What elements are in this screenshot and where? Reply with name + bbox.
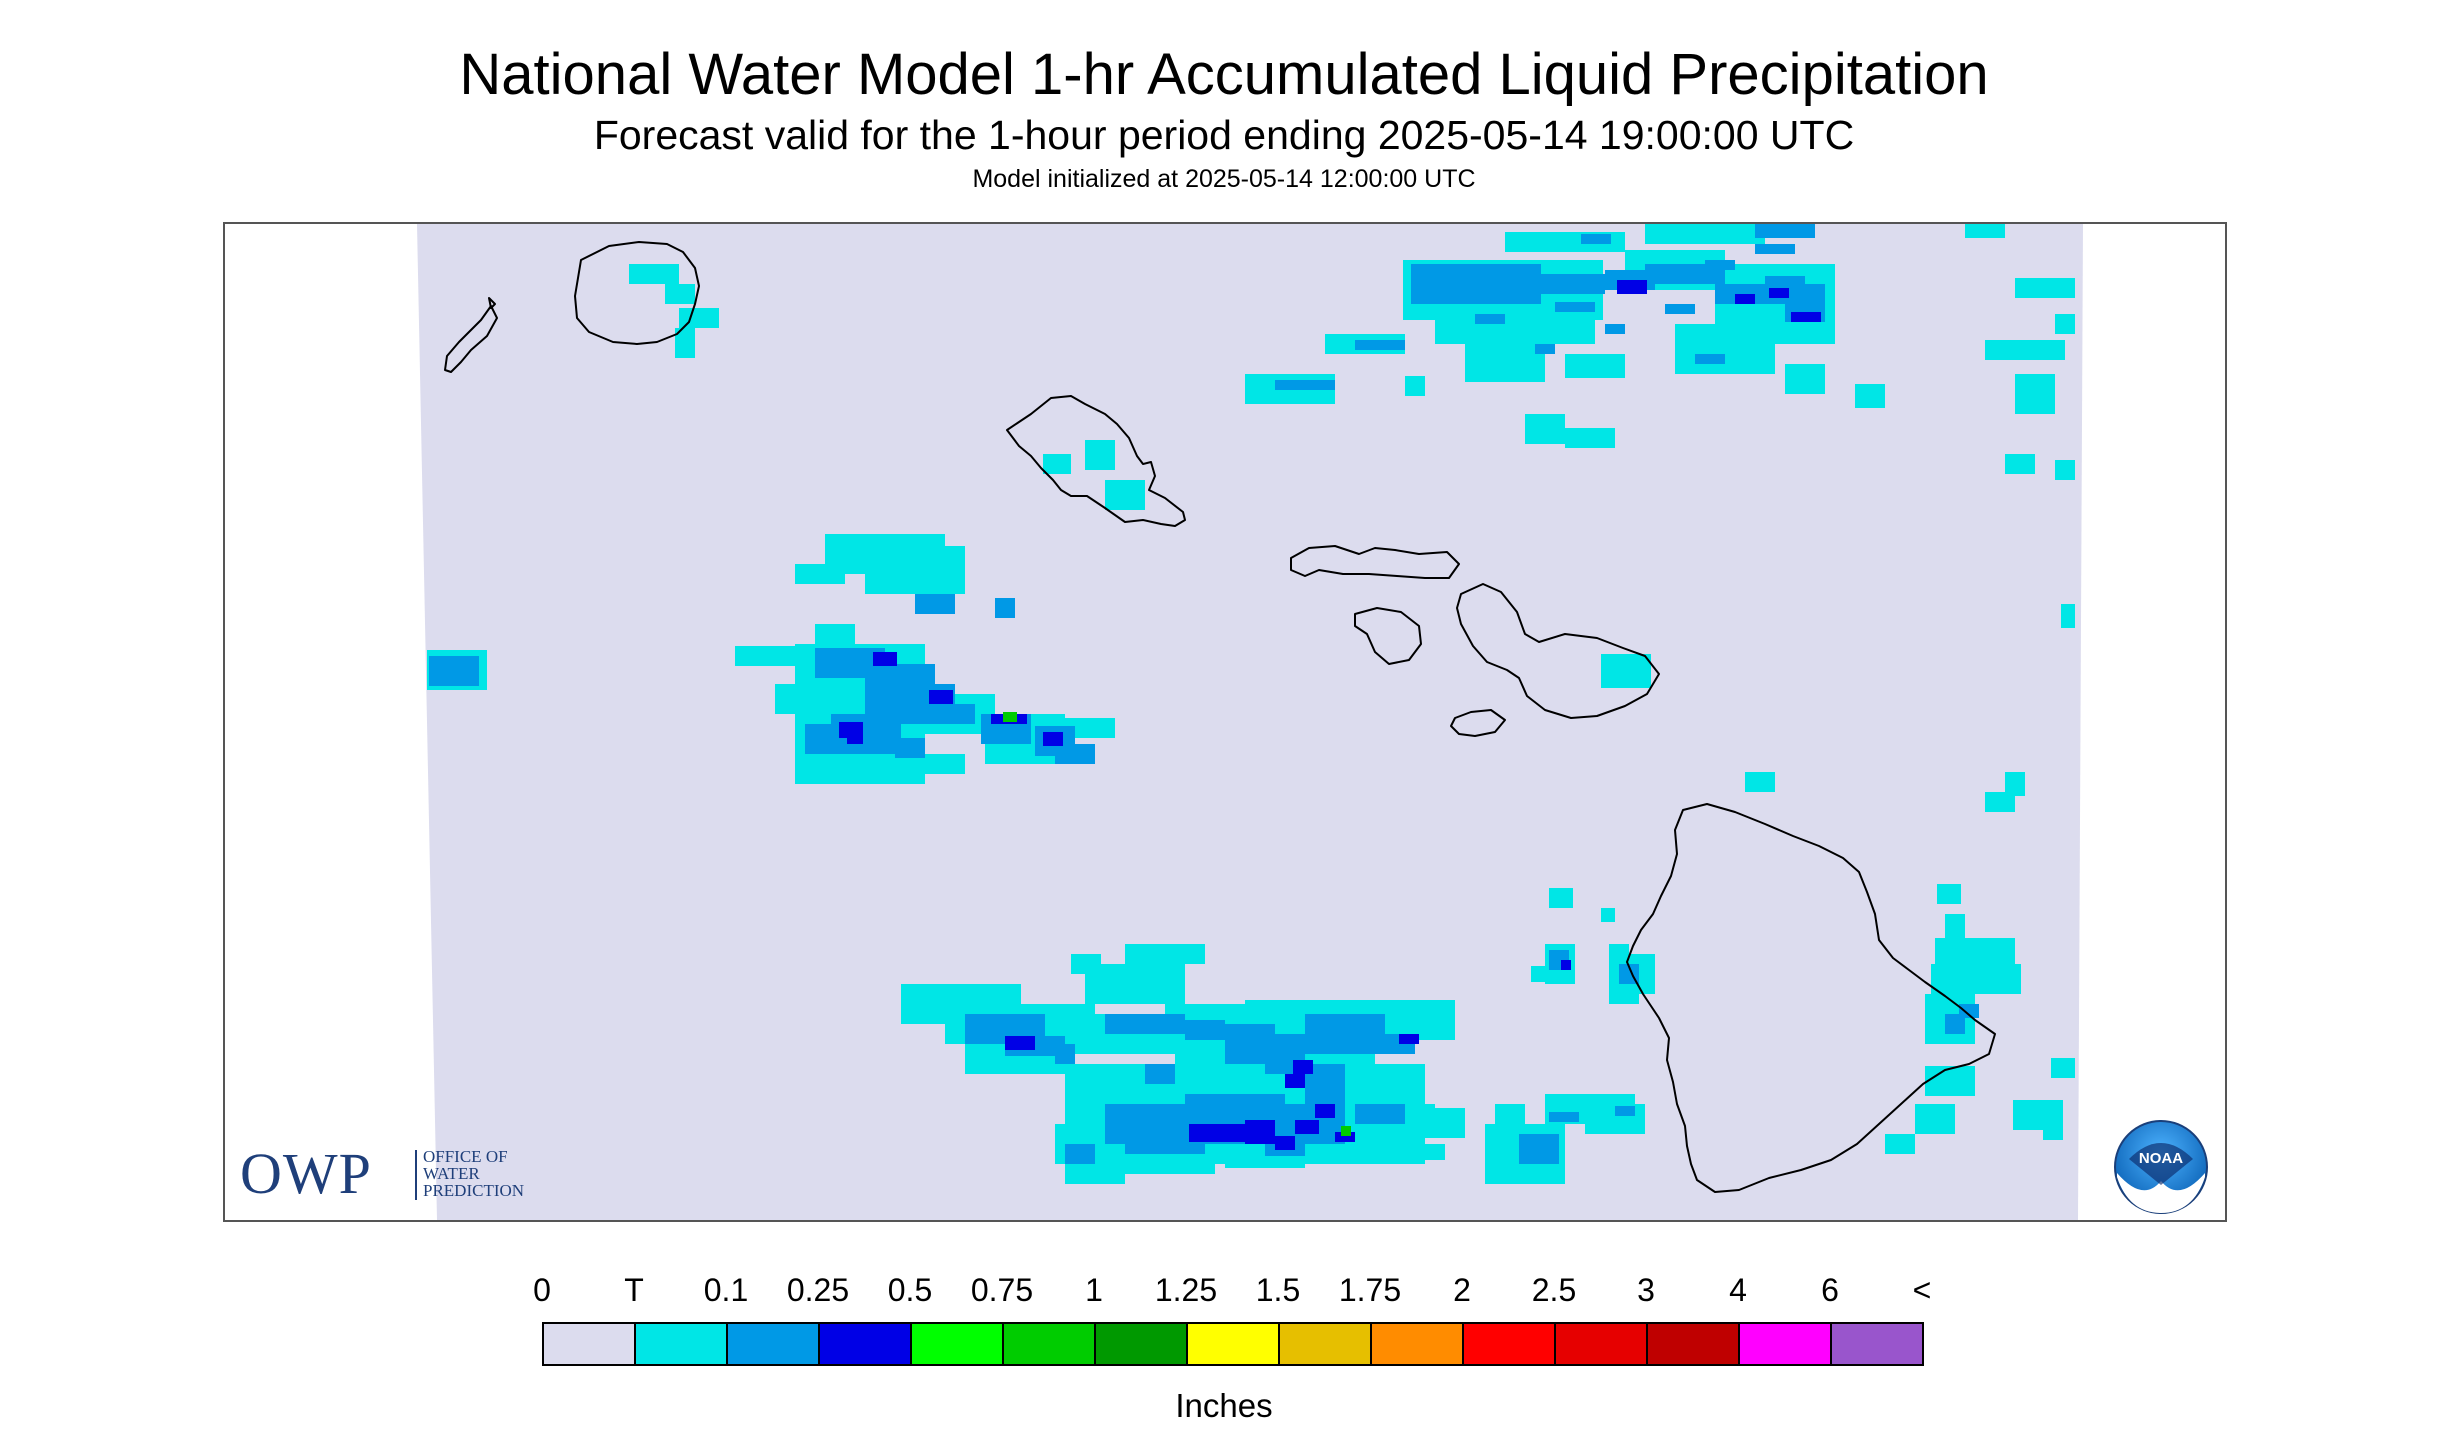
- owp-wordmark: OFFICE OF WATER PREDICTION: [423, 1148, 524, 1199]
- legend-label: 6: [1821, 1272, 1839, 1308]
- legend-colorbar: [542, 1322, 1924, 1366]
- legend-swatch: [1280, 1324, 1372, 1364]
- chart-title: National Water Model 1-hr Accumulated Li…: [459, 42, 1989, 107]
- legend-swatch: [544, 1324, 636, 1364]
- legend-label: 0.25: [786, 1272, 850, 1308]
- legend-swatch: [1096, 1324, 1188, 1364]
- legend-label: 2: [1453, 1272, 1471, 1308]
- map-canvas: [417, 224, 2083, 1220]
- legend-label: <: [1912, 1272, 1932, 1308]
- coastlines: [444, 241, 1996, 1193]
- legend-label: 0.1: [703, 1272, 749, 1308]
- legend-label: 3: [1637, 1272, 1655, 1308]
- legend-label: 0.75: [970, 1272, 1034, 1308]
- noaa-text: NOAA: [2139, 1150, 2183, 1167]
- legend-label: 1: [1085, 1272, 1103, 1308]
- noaa-logo-icon: NOAA: [2113, 1119, 2209, 1215]
- legend-swatch: [912, 1324, 1004, 1364]
- legend-swatch: [1648, 1324, 1740, 1364]
- owp-line-3: PREDICTION: [423, 1181, 525, 1200]
- legend-swatch: [728, 1324, 820, 1364]
- legend-label: 1.5: [1255, 1272, 1301, 1308]
- legend-label: 1.75: [1338, 1272, 1402, 1308]
- legend-swatch: [1740, 1324, 1832, 1364]
- legend-units: Inches: [1175, 1387, 1273, 1424]
- model-init-time: Model initialized at 2025-05-14 12:00:00…: [972, 165, 1476, 193]
- precip-0.5-cells: [1003, 712, 1351, 1136]
- legend-labels: 0 T 0.1 0.25 0.5 0.75 1 1.25 1.5 1.75 2 2.5 3 4 6 <: [0, 1270, 2448, 1310]
- legend-label: 0: [533, 1272, 551, 1308]
- legend-label: T: [624, 1272, 644, 1308]
- legend-swatch: [820, 1324, 912, 1364]
- legend-label: 1.25: [1154, 1272, 1218, 1308]
- legend-swatch: [1188, 1324, 1280, 1364]
- legend-swatch: [1004, 1324, 1096, 1364]
- owp-logo: OWP OFFICE OF WATER PREDICTION: [240, 1144, 560, 1204]
- model-domain: [417, 224, 2083, 1220]
- legend-swatch: [636, 1324, 728, 1364]
- forecast-valid-subtitle: Forecast valid for the 1-hour period end…: [593, 112, 1855, 158]
- owp-line-2: WATER: [423, 1164, 480, 1183]
- owp-divider: [415, 1150, 417, 1200]
- precip-0.25-cells: [839, 280, 1821, 1150]
- legend-label: 0.5: [887, 1272, 933, 1308]
- legend-swatch: [1464, 1324, 1556, 1364]
- legend-swatch: [1832, 1324, 1922, 1364]
- owp-line-1: OFFICE OF: [423, 1147, 508, 1166]
- precipitation-map: OWP OFFICE OF WATER PREDICTION NOAA: [223, 222, 2227, 1222]
- legend-swatch: [1372, 1324, 1464, 1364]
- legend-swatch: [1556, 1324, 1648, 1364]
- legend-label: 2.5: [1531, 1272, 1577, 1308]
- owp-letters: OWP: [240, 1141, 372, 1206]
- legend-label: 4: [1729, 1272, 1747, 1308]
